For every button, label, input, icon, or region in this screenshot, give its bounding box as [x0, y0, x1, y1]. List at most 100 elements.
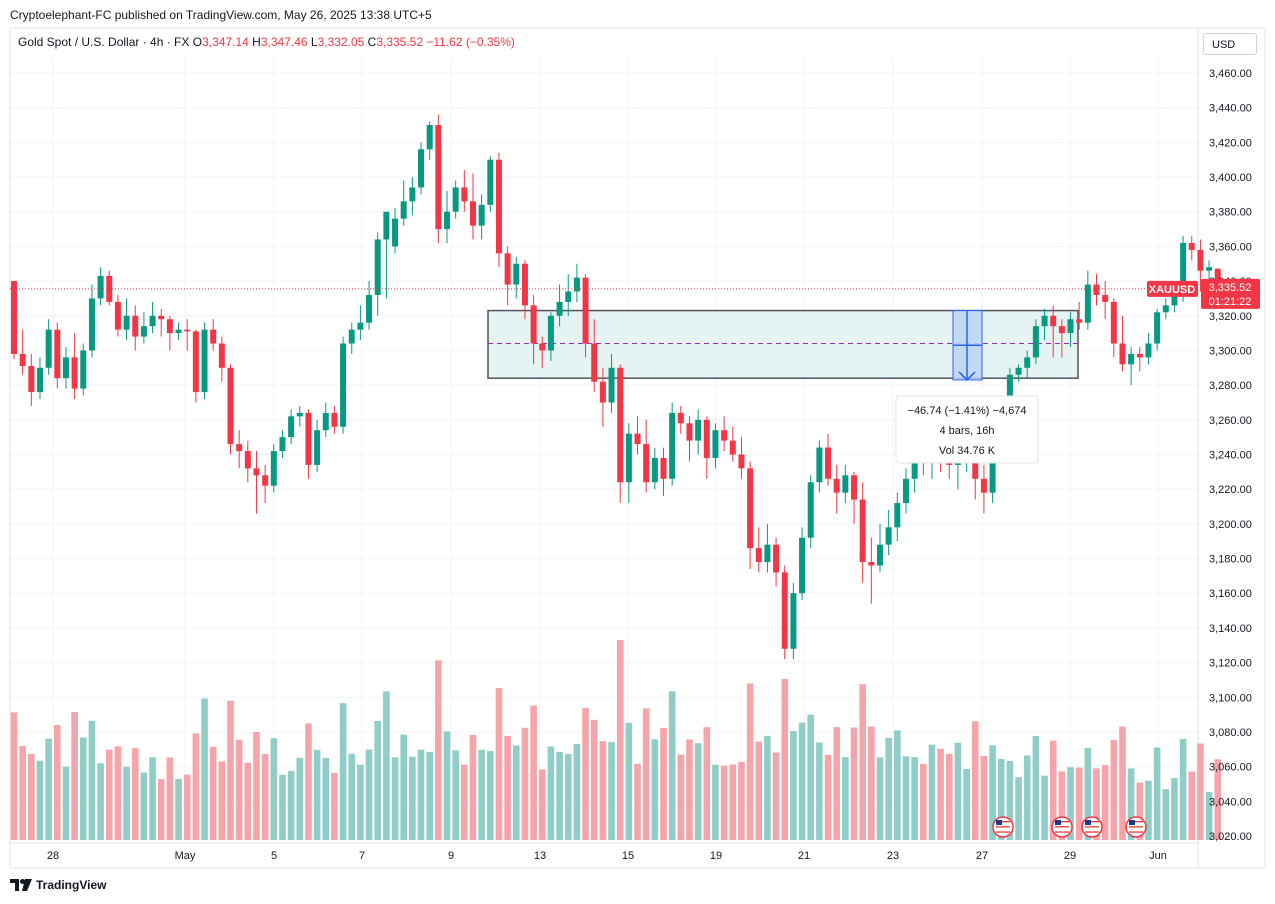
- close-value: 3,335.52: [376, 35, 424, 49]
- volume-bar: [911, 757, 918, 840]
- symbol-name[interactable]: Gold Spot / U.S. Dollar · 4h · FX: [18, 35, 190, 49]
- flag-stripe: [996, 823, 1010, 825]
- volume-bar: [504, 735, 511, 840]
- candle-body: [279, 437, 286, 452]
- currency-button[interactable]: USD: [1203, 33, 1257, 55]
- candle-body: [45, 329, 52, 368]
- volume-bar: [954, 742, 962, 840]
- volume-bar: [1075, 767, 1083, 840]
- us-flag-icon: [1081, 816, 1103, 838]
- volume-bar: [487, 751, 494, 840]
- candle-body: [1032, 326, 1039, 358]
- volume-bar: [608, 742, 615, 840]
- volume-bar: [123, 766, 130, 840]
- candle-body: [227, 367, 234, 445]
- volume-bar: [452, 750, 459, 840]
- candle-body: [660, 457, 667, 479]
- candle-body: [1214, 268, 1221, 289]
- candle-body: [1180, 242, 1187, 295]
- volume-bar: [253, 731, 260, 840]
- volume-bar: [235, 739, 243, 840]
- volume-bar: [1067, 767, 1074, 840]
- volume-bar: [937, 748, 944, 840]
- volume-bar: [928, 744, 936, 840]
- candle-body: [314, 430, 321, 465]
- flag-stripe: [1129, 828, 1143, 831]
- candle-body: [738, 454, 745, 469]
- candle-body: [36, 367, 43, 393]
- time-tick-label: Jun: [1149, 850, 1167, 862]
- us-flag-icon: [1125, 816, 1147, 838]
- candle-body: [799, 537, 806, 594]
- candle-body: [305, 412, 312, 465]
- candle-body: [192, 331, 199, 393]
- candle-body: [816, 447, 823, 483]
- brand-name: TradingView: [36, 878, 107, 892]
- price-tick-label: 3,200.00: [1209, 519, 1252, 531]
- volume-bar: [1171, 778, 1178, 840]
- volume-bar: [790, 731, 797, 840]
- candle-body: [158, 315, 165, 320]
- volume-bar: [885, 737, 892, 840]
- volume-bar: [971, 721, 979, 840]
- volume-bar: [279, 774, 286, 840]
- volume-bar: [729, 764, 737, 840]
- candle-body: [71, 357, 78, 389]
- price-tick-label: 3,120.00: [1209, 658, 1252, 670]
- volume-bar: [478, 749, 485, 840]
- volume-bar: [564, 754, 572, 840]
- rectangle-zone[interactable]: [487, 309, 1079, 379]
- candle-body: [54, 329, 61, 379]
- volume-bar: [322, 757, 330, 840]
- volume-bar: [409, 756, 416, 840]
- volume-bar: [625, 722, 633, 840]
- candle-body: [695, 419, 702, 441]
- candle-body: [902, 478, 909, 504]
- measure-volume-text: Vol 34.76 K: [939, 445, 996, 457]
- price-axis[interactable]: 3,460.00 3,440.00 3,420.00 3,400.00 3,380.00…: [1209, 68, 1252, 843]
- flag-stripe: [996, 831, 1010, 833]
- volume-bar: [1049, 740, 1057, 840]
- volume-bar: [677, 754, 685, 840]
- measure-tool[interactable]: −46.74 (−1.41%) −4,674 4 bars, 16h Vol 34.…: [895, 310, 1039, 464]
- candle-body: [123, 315, 130, 330]
- candle-body: [833, 478, 840, 493]
- candle-body: [1076, 319, 1083, 323]
- volume-bar: [1214, 759, 1222, 840]
- tradingview-logo[interactable]: TradingView: [10, 878, 106, 892]
- volume-bar: [157, 779, 165, 840]
- volume-bar: [1110, 740, 1118, 840]
- symbol-ohlc-line: Gold Spot / U.S. Dollar · 4h · FX O3,347…: [18, 35, 515, 49]
- flag-canton: [1085, 820, 1091, 825]
- last-price-line: XAUUSD 3,335.52 01:21:22: [10, 278, 1260, 309]
- volume-bar: [781, 678, 789, 840]
- candle-body: [790, 593, 797, 649]
- volume-bar: [105, 749, 113, 840]
- candle-body: [418, 149, 425, 188]
- candle-body: [591, 343, 598, 382]
- volume-bar: [261, 753, 269, 840]
- flag-stripe: [1085, 823, 1099, 825]
- volume-bar: [296, 757, 304, 840]
- candle-body: [1050, 315, 1057, 327]
- us-flag-icon: [992, 816, 1014, 838]
- candle-body: [132, 315, 139, 337]
- candle-body: [426, 125, 433, 150]
- flag-stripe: [996, 828, 1010, 831]
- volume-bar: [270, 738, 278, 840]
- volume-bar: [573, 743, 581, 840]
- volume-bar: [521, 727, 529, 840]
- volume-bar: [1119, 726, 1126, 840]
- candle-body: [340, 343, 347, 427]
- price-tick-label: 3,380.00: [1209, 207, 1252, 219]
- candle-body: [1171, 294, 1178, 306]
- candle-body: [1128, 353, 1135, 365]
- volume-bar: [963, 768, 970, 840]
- volume-bar: [530, 705, 537, 840]
- volume-bar: [1084, 748, 1092, 840]
- volume-bar: [417, 749, 425, 840]
- time-axis[interactable]: 28 May 5 7 9 13 15 19 21 23 27 29 Jun: [47, 850, 1167, 862]
- flag-stripe: [1085, 828, 1099, 831]
- candle-body: [331, 412, 338, 427]
